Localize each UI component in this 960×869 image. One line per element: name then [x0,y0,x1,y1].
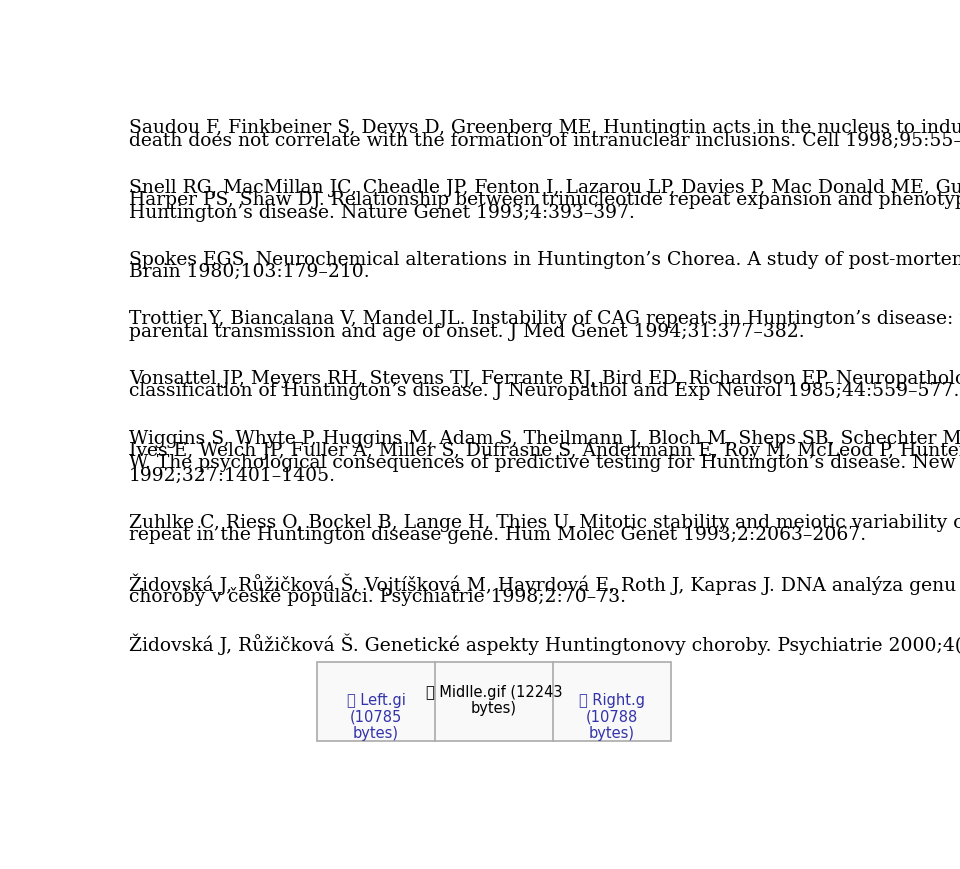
Text: parental transmission and age of onset. J Med Genet 1994;31:377–382.: parental transmission and age of onset. … [129,322,804,341]
Text: Wiggins S, Whyte P, Huggins M, Adam S, Theilmann J, Bloch M, Sheps SB, Schechter: Wiggins S, Whyte P, Huggins M, Adam S, T… [129,429,960,448]
Text: Trottier Y, Biancalana V, Mandel JL. Instability of CAG repeats in Huntington’s : Trottier Y, Biancalana V, Mandel JL. Ins… [129,310,960,328]
Text: Harper PS, Shaw DJ. Relationship between trinucleotide repeat expansion and phen: Harper PS, Shaw DJ. Relationship between… [129,191,960,209]
Text: bytes): bytes) [470,700,516,715]
Text: Židovská J, Růžičková Š. Genetické aspekty Huntingtonovy choroby. Psychiatrie 20: Židovská J, Růžičková Š. Genetické aspek… [129,633,960,654]
Text: Brain 1980;103:179–210.: Brain 1980;103:179–210. [129,262,370,281]
Text: choroby v české populaci. Psychiatrie 1998;2:70–73.: choroby v české populaci. Psychiatrie 19… [129,586,626,605]
Text: Saudou F, Finkbeiner S, Devys D, Greenberg ME. Huntingtin acts in the nucleus to: Saudou F, Finkbeiner S, Devys D, Greenbe… [129,119,960,137]
Text: Huntington’s disease. Nature Genet 1993;4:393–397.: Huntington’s disease. Nature Genet 1993;… [129,203,635,222]
Text: bytes): bytes) [353,725,399,740]
Text: Židovská J, Růžičková Š, Vojtíšková M, Havrdová E, Roth J, Kapras J. DNA analýza: Židovská J, Růžičková Š, Vojtíšková M, H… [129,573,960,594]
Text: 🖹 Midlle.gif (12243: 🖹 Midlle.gif (12243 [425,685,563,700]
Text: repeat in the Huntington disease gene. Hum Molec Genet 1993;2:2063–2067.: repeat in the Huntington disease gene. H… [129,526,866,544]
Text: 🖹 Right.g: 🖹 Right.g [579,693,645,707]
Text: death does not correlate with the formation of intranuclear inclusions. Cell 199: death does not correlate with the format… [129,131,960,149]
Text: 🖹 Left.gi: 🖹 Left.gi [347,693,405,707]
Text: Vonsattel JP, Meyers RH, Stevens TJ, Ferrante RJ, Bird ED, Richardson EP. Neurop: Vonsattel JP, Meyers RH, Stevens TJ, Fer… [129,369,960,388]
Text: (10785: (10785 [350,708,402,724]
Text: Ives E, Welch JP, Fuller A, Miller S, Dufrasne S, Andermann E, Roy M, McLeod P, : Ives E, Welch JP, Fuller A, Miller S, Du… [129,441,960,460]
Bar [317,662,670,741]
Text: (10788: (10788 [586,708,637,724]
Text: Spokes EGS. Neurochemical alterations in Huntington’s Chorea. A study of post-mo: Spokes EGS. Neurochemical alterations in… [129,250,960,269]
Text: bytes): bytes) [588,725,635,740]
Text: Zuhlke C, Riess O, Bockel B, Lange H, Thies U. Mitotic stability and meiotic var: Zuhlke C, Riess O, Bockel B, Lange H, Th… [129,514,960,532]
Text: 1992;327:1401–1405.: 1992;327:1401–1405. [129,467,336,484]
Text: Snell RG, MacMillan JC, Cheadle JP, Fenton I, Lazarou LP, Davies P, Mac Donald M: Snell RG, MacMillan JC, Cheadle JP, Fent… [129,178,960,196]
Text: W. The psychological consequences of predictive testing for Huntington’s disease: W. The psychological consequences of pre… [129,454,960,472]
Text: classification of Huntingtonʼs disease. J Neuropathol and Exp Neurol 1985;44:559: classification of Huntingtonʼs disease. … [129,382,959,400]
